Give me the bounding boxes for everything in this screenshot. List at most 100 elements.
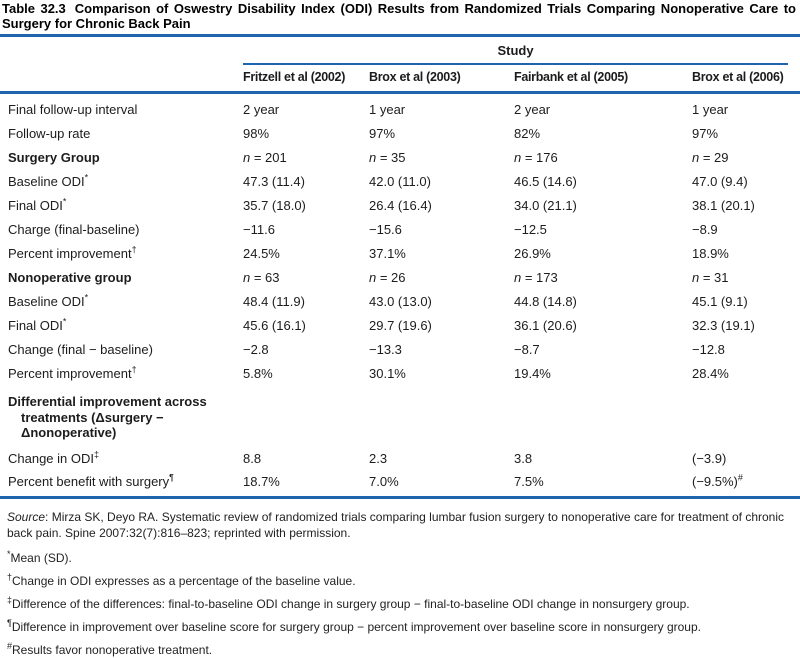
table-row: Baseline ODI* 48.4 (11.9) 43.0 (13.0) 44… bbox=[0, 290, 800, 314]
footnote-marker: ¶ bbox=[7, 617, 12, 628]
row-label: Final follow-up interval bbox=[8, 102, 138, 117]
table-cell: −13.3 bbox=[369, 342, 402, 357]
row-label: Surgery Group bbox=[8, 150, 100, 165]
row-label: Percent improvement† bbox=[8, 364, 137, 381]
table-row: Nonoperative group n = 63 n = 26 n = 173… bbox=[0, 266, 800, 290]
table-cell: 47.3 (11.4) bbox=[243, 174, 305, 189]
column-header-row: Fritzell et al (2002) Brox et al (2003) … bbox=[0, 65, 800, 94]
footnote-marker: * bbox=[62, 196, 67, 207]
table-section-row: Differential improvement across treatmen… bbox=[0, 386, 800, 447]
table-row: Baseline ODI* 47.3 (11.4) 42.0 (11.0) 46… bbox=[0, 170, 800, 194]
table-cell: 32.3 (19.1) bbox=[692, 318, 755, 333]
table-cell: 2.3 bbox=[369, 450, 388, 466]
footnote-marker: * bbox=[84, 172, 89, 183]
table-cell: 2 year bbox=[514, 102, 551, 117]
table-cell: 46.5 (14.6) bbox=[514, 174, 577, 189]
table-cell: 26.4 (16.4) bbox=[369, 198, 432, 213]
footnote-marker: † bbox=[131, 364, 137, 375]
table-cell: 98% bbox=[243, 126, 270, 141]
footnote: ¶Difference in improvement over baseline… bbox=[7, 617, 701, 634]
footnote-marker: ¶ bbox=[169, 472, 174, 483]
table-cell: −12.8 bbox=[692, 342, 725, 357]
table-row: Follow-up rate 98% 97% 82% 97% bbox=[0, 122, 800, 146]
table-cell: n = 63 bbox=[243, 270, 280, 285]
table-cell: 5.8% bbox=[243, 366, 273, 381]
table-cell: 7.0% bbox=[369, 473, 399, 489]
row-label: Percent improvement† bbox=[8, 244, 137, 261]
footnotes-block: Source: Mirza SK, Deyo RA. Systematic re… bbox=[0, 499, 800, 658]
top-rule bbox=[0, 34, 800, 37]
table-row: Surgery Group n = 201 n = 35 n = 176 n =… bbox=[0, 146, 800, 170]
table-body: Final follow-up interval 2 year 1 year 2… bbox=[0, 94, 800, 493]
table-cell: −11.6 bbox=[243, 222, 275, 237]
row-label: Nonoperative group bbox=[8, 270, 132, 285]
table-cell: 30.1% bbox=[369, 366, 406, 381]
table-cell: 48.4 (11.9) bbox=[243, 294, 305, 309]
table-cell: n = 173 bbox=[514, 270, 558, 285]
footnote-marker: # bbox=[7, 640, 13, 651]
table-cell: 42.0 (11.0) bbox=[369, 174, 431, 189]
row-label: Baseline ODI* bbox=[8, 292, 89, 309]
table-cell: 97% bbox=[369, 126, 396, 141]
table-cell: −12.5 bbox=[514, 222, 547, 237]
table-cell: 1 year bbox=[369, 102, 406, 117]
row-label: Change (final − baseline) bbox=[8, 342, 153, 357]
table-cell: 45.6 (16.1) bbox=[243, 318, 306, 333]
table-row: Percent improvement† 24.5% 37.1% 26.9% 1… bbox=[0, 242, 800, 266]
table-cell: −8.9 bbox=[692, 222, 718, 237]
table-cell: 34.0 (21.1) bbox=[514, 198, 577, 213]
table-cell: n = 201 bbox=[243, 150, 287, 165]
table-cell: (−9.5%)# bbox=[692, 472, 743, 489]
table-cell: 47.0 (9.4) bbox=[692, 174, 748, 189]
table-cell: 3.8 bbox=[514, 450, 533, 466]
table-cell: −8.7 bbox=[514, 342, 540, 357]
table-cell: 45.1 (9.1) bbox=[692, 294, 748, 309]
source-text: : Mirza SK, Deyo RA. Systematic review o… bbox=[7, 509, 785, 541]
study-group-header: Study bbox=[243, 43, 788, 65]
footnote-marker: † bbox=[131, 244, 137, 255]
table-cell: 19.4% bbox=[514, 366, 551, 381]
row-label: Percent benefit with surgery¶ bbox=[8, 472, 174, 489]
table-cell: −2.8 bbox=[243, 342, 269, 357]
table-cell: 82% bbox=[514, 126, 541, 141]
table-cell: (−3.9) bbox=[692, 450, 727, 466]
table-cell: 1 year bbox=[692, 102, 729, 117]
row-label: Change in ODI‡ bbox=[8, 449, 100, 466]
table-cell: 97% bbox=[692, 126, 719, 141]
table-row: Final follow-up interval 2 year 1 year 2… bbox=[0, 98, 800, 122]
section-header: Differential improvement across treatmen… bbox=[8, 394, 207, 440]
footnote-marker: * bbox=[84, 292, 89, 303]
table-cell: n = 176 bbox=[514, 150, 558, 165]
table-cell: n = 29 bbox=[692, 150, 729, 165]
row-label: Final ODI* bbox=[8, 316, 67, 333]
row-label: Charge (final-baseline) bbox=[8, 222, 140, 237]
table-title: Table 32.3 Comparison of Oswestry Disabil… bbox=[0, 0, 800, 31]
footnote: ‡Difference of the differences: final-to… bbox=[7, 594, 690, 611]
table-cell: n = 31 bbox=[692, 270, 729, 285]
table-cell: 18.7% bbox=[243, 473, 280, 489]
table-cell: 26.9% bbox=[514, 246, 551, 261]
table-row: Final ODI* 35.7 (18.0) 26.4 (16.4) 34.0 … bbox=[0, 194, 800, 218]
table-cell: n = 26 bbox=[369, 270, 406, 285]
table-cell: 38.1 (20.1) bbox=[692, 198, 755, 213]
footnote-marker: * bbox=[62, 316, 67, 327]
table-cell: −15.6 bbox=[369, 222, 402, 237]
table-row: Percent benefit with surgery¶ 18.7% 7.0%… bbox=[0, 470, 800, 493]
column-header: Fritzell et al (2002) bbox=[243, 70, 346, 84]
table-row: Charge (final-baseline) −11.6 −15.6 −12.… bbox=[0, 218, 800, 242]
footnote-marker: * bbox=[7, 548, 11, 559]
table-row: Percent improvement† 5.8% 30.1% 19.4% 28… bbox=[0, 362, 800, 386]
table-cell: 29.7 (19.6) bbox=[369, 318, 432, 333]
table-cell: 36.1 (20.6) bbox=[514, 318, 577, 333]
footnote: #Results favor nonoperative treatment. bbox=[7, 640, 213, 657]
column-header: Fairbank et al (2005) bbox=[514, 70, 628, 84]
table-cell: 37.1% bbox=[369, 246, 406, 261]
table-cell: n = 35 bbox=[369, 150, 406, 165]
source-note: Source: Mirza SK, Deyo RA. Systematic re… bbox=[7, 509, 792, 542]
column-header: Brox et al (2003) bbox=[369, 70, 461, 84]
table-row: Final ODI* 45.6 (16.1) 29.7 (19.6) 36.1 … bbox=[0, 314, 800, 338]
footnote-marker: ‡ bbox=[94, 449, 100, 460]
table-row: Change in ODI‡ 8.8 2.3 3.8 (−3.9) bbox=[0, 447, 800, 470]
bottom-rule bbox=[0, 495, 800, 499]
study-group-header-row: Study bbox=[0, 43, 800, 65]
